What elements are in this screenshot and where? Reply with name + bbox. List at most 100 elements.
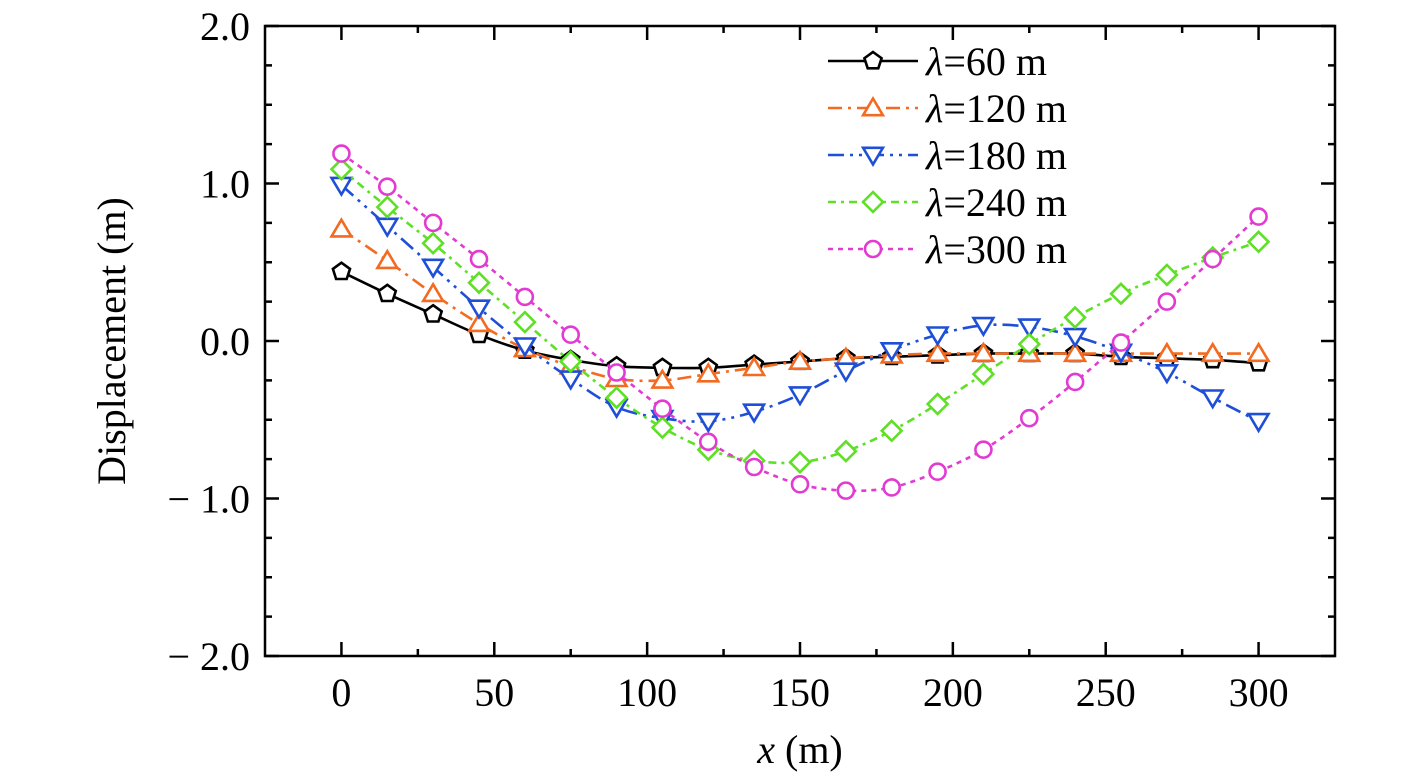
data-point bbox=[836, 481, 856, 500]
data-point bbox=[513, 310, 537, 334]
data-point bbox=[377, 283, 398, 303]
y-tick-label: 0.0 bbox=[200, 319, 250, 364]
data-point bbox=[925, 392, 950, 416]
x-tick-label: 0 bbox=[331, 670, 351, 715]
legend-item-3: λ=180 m bbox=[828, 133, 1067, 178]
data-point bbox=[971, 341, 996, 363]
legend-label: λ=240 m bbox=[925, 180, 1067, 225]
data-point bbox=[653, 399, 672, 419]
x-tick-label: 150 bbox=[770, 670, 830, 715]
data-point bbox=[788, 450, 812, 475]
data-point bbox=[744, 457, 764, 477]
legend-marker bbox=[861, 190, 885, 214]
data-point bbox=[971, 316, 996, 338]
data-point bbox=[1246, 412, 1271, 434]
data-point bbox=[558, 370, 583, 391]
data-point bbox=[790, 475, 810, 494]
x-tick-label: 200 bbox=[923, 670, 983, 715]
data-point bbox=[420, 281, 446, 303]
data-point bbox=[423, 213, 443, 233]
data-point bbox=[696, 362, 721, 383]
legend-label: λ=60 m bbox=[925, 39, 1047, 84]
legend-item-5: λ=300 m bbox=[828, 227, 1067, 272]
data-point bbox=[332, 144, 351, 163]
data-point bbox=[1019, 408, 1039, 428]
x-tick-label: 250 bbox=[1076, 670, 1136, 715]
legend-label: λ=120 m bbox=[925, 86, 1067, 131]
legend-value: =240 m bbox=[943, 180, 1067, 225]
data-point bbox=[879, 419, 904, 443]
legend-value: =120 m bbox=[943, 86, 1067, 131]
x-tick-label: 300 bbox=[1229, 670, 1289, 715]
legend-marker bbox=[863, 239, 883, 259]
data-point bbox=[375, 195, 400, 219]
data-point bbox=[787, 386, 813, 407]
legend: λ=60 mλ=120 mλ=180 mλ=240 mλ=300 m bbox=[828, 39, 1067, 272]
data-point bbox=[331, 261, 352, 281]
data-point bbox=[329, 157, 354, 182]
data-point bbox=[1246, 230, 1271, 254]
data-point bbox=[741, 403, 767, 424]
legend-marker bbox=[860, 95, 886, 117]
y-tick-label: − 2.0 bbox=[167, 634, 250, 679]
x-axis-unit: (m) bbox=[775, 727, 843, 772]
data-point bbox=[1200, 389, 1225, 410]
series-4 bbox=[329, 157, 1271, 475]
data-point bbox=[420, 258, 446, 279]
data-point bbox=[515, 287, 535, 307]
series-line bbox=[340, 152, 1260, 493]
data-point bbox=[375, 248, 400, 270]
x-tick-label: 50 bbox=[474, 670, 514, 715]
data-point bbox=[423, 303, 444, 323]
data-point bbox=[1203, 249, 1223, 269]
legend-item-1: λ=60 m bbox=[828, 39, 1047, 84]
data-point bbox=[1154, 341, 1180, 363]
data-point bbox=[1111, 333, 1131, 352]
data-point bbox=[1246, 341, 1271, 363]
data-point bbox=[882, 478, 902, 497]
y-tick-label: 1.0 bbox=[200, 162, 250, 207]
series-3 bbox=[329, 176, 1271, 434]
legend-symbol: λ bbox=[925, 39, 943, 84]
data-point bbox=[1157, 292, 1177, 311]
series-5 bbox=[332, 144, 1268, 500]
data-point bbox=[421, 231, 445, 256]
data-point bbox=[1062, 341, 1088, 363]
data-point bbox=[650, 368, 675, 389]
data-point bbox=[604, 385, 629, 410]
data-point bbox=[698, 432, 718, 452]
data-point bbox=[558, 349, 583, 374]
legend-symbol: λ bbox=[925, 180, 943, 225]
data-point bbox=[377, 177, 397, 196]
legend-value: =60 m bbox=[943, 39, 1047, 84]
legend-label: λ=300 m bbox=[925, 227, 1067, 272]
plot-frame bbox=[263, 24, 1337, 658]
series-lines bbox=[329, 144, 1271, 500]
legend-value: =180 m bbox=[943, 133, 1067, 178]
data-point bbox=[329, 217, 354, 238]
data-point bbox=[971, 362, 996, 386]
legend-marker bbox=[860, 146, 886, 167]
data-point bbox=[1155, 263, 1179, 287]
legend-item-2: λ=120 m bbox=[828, 86, 1067, 131]
data-point bbox=[925, 326, 950, 347]
data-point bbox=[1154, 363, 1180, 385]
legend-marker bbox=[862, 50, 884, 70]
data-point bbox=[974, 440, 993, 459]
data-point bbox=[928, 462, 947, 482]
data-point bbox=[1249, 207, 1268, 226]
data-point bbox=[1017, 332, 1042, 356]
data-point bbox=[1017, 318, 1042, 339]
data-point bbox=[607, 363, 626, 382]
data-point bbox=[469, 249, 489, 269]
data-point bbox=[741, 355, 767, 377]
data-point bbox=[1109, 282, 1133, 306]
legend-symbol: λ bbox=[925, 227, 943, 272]
data-point bbox=[879, 341, 904, 363]
data-point bbox=[1063, 305, 1087, 330]
legend-label: λ=180 m bbox=[925, 133, 1067, 178]
legend-symbol: λ bbox=[925, 133, 943, 178]
x-axis-variable: x bbox=[756, 727, 775, 772]
